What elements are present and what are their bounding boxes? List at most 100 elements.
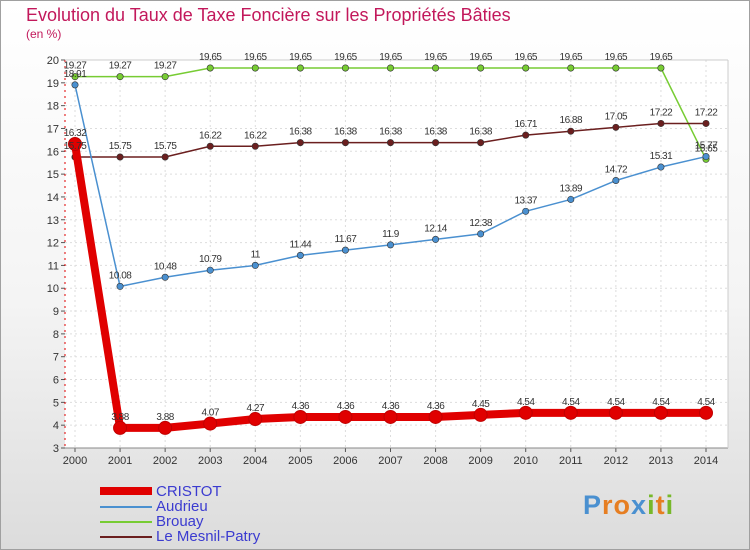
data-point-audrieu xyxy=(116,282,124,290)
data-point-brouay xyxy=(612,64,620,72)
data-point-brouay xyxy=(432,64,440,72)
logo-letter: i xyxy=(647,490,656,520)
data-label-le-mesnil-patry: 16.38 xyxy=(379,127,402,138)
x-tick-label: 2001 xyxy=(108,455,132,467)
x-tick-label: 2011 xyxy=(559,455,583,467)
data-point-le-mesnil-patry xyxy=(477,139,485,147)
data-point-le-mesnil-patry xyxy=(432,139,440,147)
data-point-brouay xyxy=(206,64,214,72)
data-label-audrieu: 11.67 xyxy=(335,234,358,245)
data-label-audrieu: 11 xyxy=(251,249,261,260)
data-point-cristot xyxy=(518,405,533,420)
data-point-le-mesnil-patry xyxy=(522,131,530,139)
data-label-audrieu: 11.44 xyxy=(289,239,312,250)
data-label-audrieu: 18.91 xyxy=(64,69,87,80)
data-point-cristot xyxy=(383,409,398,424)
y-tick-label: 18 xyxy=(47,101,59,113)
data-label-cristot: 3.88 xyxy=(111,412,129,423)
data-label-le-mesnil-patry: 16.88 xyxy=(560,115,583,126)
plot-area xyxy=(65,60,728,448)
data-label-brouay: 19.27 xyxy=(109,61,132,72)
data-point-audrieu xyxy=(657,163,665,171)
data-label-cristot: 4.54 xyxy=(517,397,535,408)
data-point-audrieu xyxy=(612,177,620,185)
data-label-le-mesnil-patry: 16.22 xyxy=(199,130,222,141)
legend-label-brouay: Brouay xyxy=(156,513,204,530)
data-label-cristot: 4.36 xyxy=(382,401,400,412)
data-label-audrieu: 10.08 xyxy=(109,270,132,281)
legend-swatch-brouay xyxy=(100,521,152,523)
data-point-le-mesnil-patry xyxy=(296,139,304,147)
data-label-le-mesnil-patry: 16.71 xyxy=(514,119,537,130)
data-point-cristot xyxy=(473,407,488,422)
data-point-audrieu xyxy=(432,235,440,243)
legend-label-cristot: CRISTOT xyxy=(156,483,222,500)
data-point-le-mesnil-patry xyxy=(116,153,124,161)
data-point-audrieu xyxy=(161,273,169,281)
y-tick-label: 14 xyxy=(47,192,59,204)
y-tick-label: 17 xyxy=(47,123,59,135)
data-point-cristot xyxy=(428,409,443,424)
data-point-cristot xyxy=(293,409,308,424)
data-label-brouay: 19.65 xyxy=(650,52,673,63)
data-label-audrieu: 14.72 xyxy=(605,165,628,176)
x-tick-label: 2006 xyxy=(333,455,357,467)
data-point-le-mesnil-patry xyxy=(341,139,349,147)
y-tick-label: 3 xyxy=(53,443,59,455)
y-tick-label: 10 xyxy=(47,283,59,295)
x-tick-label: 2010 xyxy=(513,455,537,467)
data-label-brouay: 19.27 xyxy=(154,61,177,72)
data-label-le-mesnil-patry: 16.22 xyxy=(244,130,267,141)
y-tick-label: 16 xyxy=(47,146,59,158)
data-point-brouay xyxy=(386,64,394,72)
data-point-cristot xyxy=(203,416,218,431)
data-label-brouay: 19.65 xyxy=(379,52,402,63)
data-point-cristot xyxy=(248,412,263,427)
data-point-brouay xyxy=(161,73,169,81)
data-point-brouay xyxy=(567,64,575,72)
data-point-cristot xyxy=(653,405,668,420)
data-label-brouay: 19.65 xyxy=(289,52,312,63)
data-point-cristot xyxy=(563,405,578,420)
data-point-le-mesnil-patry xyxy=(567,127,575,135)
data-label-audrieu: 13.37 xyxy=(514,195,537,206)
y-tick-label: 11 xyxy=(48,260,59,272)
data-point-cristot xyxy=(158,420,173,435)
data-point-cristot xyxy=(113,420,128,435)
data-label-brouay: 19.65 xyxy=(424,52,447,63)
data-label-le-mesnil-patry: 16.38 xyxy=(469,127,492,138)
data-point-cristot xyxy=(699,405,713,420)
logo-letter: x xyxy=(631,490,648,520)
data-label-le-mesnil-patry: 15.75 xyxy=(109,141,132,152)
data-point-cristot xyxy=(338,409,353,424)
y-tick-label: 12 xyxy=(47,238,59,250)
x-tick-label: 2003 xyxy=(198,455,222,467)
x-tick-label: 2005 xyxy=(288,455,312,467)
data-label-audrieu: 13.89 xyxy=(560,183,583,194)
data-label-le-mesnil-patry: 16.38 xyxy=(424,127,447,138)
x-tick-label: 2008 xyxy=(423,455,447,467)
data-label-le-mesnil-patry: 15.75 xyxy=(154,141,177,152)
data-label-brouay: 19.65 xyxy=(514,52,537,63)
data-label-cristot: 4.36 xyxy=(292,401,310,412)
proxiti-logo: Proxiti xyxy=(583,490,674,521)
legend-swatch-le-mesnil-patry xyxy=(100,536,152,538)
data-label-cristot: 16.32 xyxy=(64,128,87,139)
y-tick-label: 6 xyxy=(53,375,59,387)
logo-letter: t xyxy=(655,490,666,520)
data-point-cristot xyxy=(68,136,82,151)
data-point-brouay xyxy=(522,64,530,72)
data-label-audrieu: 11.9 xyxy=(382,229,400,240)
y-tick-label: 13 xyxy=(47,215,59,227)
y-tick-label: 20 xyxy=(47,55,59,67)
data-label-audrieu: 15.77 xyxy=(695,141,718,152)
x-tick-label: 2013 xyxy=(649,455,673,467)
data-point-cristot xyxy=(608,405,623,420)
data-label-cristot: 4.54 xyxy=(652,397,670,408)
data-label-brouay: 19.65 xyxy=(560,52,583,63)
legend-swatch-audrieu xyxy=(100,506,152,508)
data-label-le-mesnil-patry: 16.38 xyxy=(289,127,312,138)
series-layer xyxy=(68,64,713,435)
data-label-cristot: 4.27 xyxy=(247,403,265,414)
legend-label-le-mesnil-patry: Le Mesnil-Patry xyxy=(156,528,261,545)
